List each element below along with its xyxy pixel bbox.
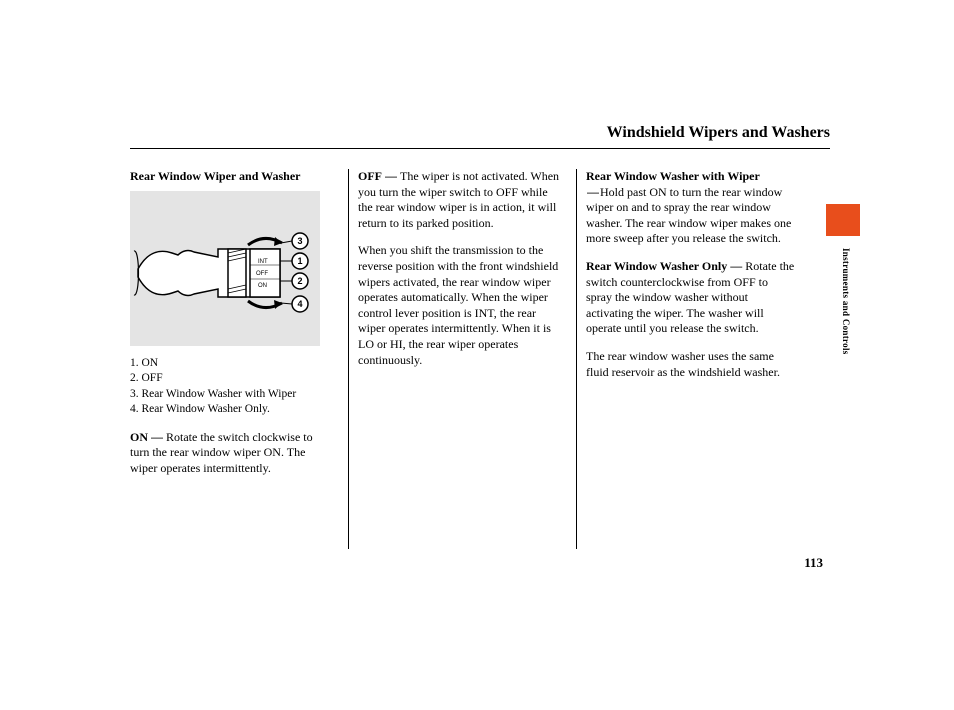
- column-3: Rear Window Washer with Wiper —Hold past…: [586, 169, 796, 488]
- legend-item-4: 4. Rear Window Washer Only.: [130, 402, 332, 418]
- off-label: OFF: [358, 169, 382, 183]
- figure-callout-3: 3: [297, 236, 302, 246]
- off-paragraph: OFF—The wiper is not activated. When you…: [358, 169, 560, 231]
- rw-washer-only-dash: —: [727, 259, 745, 275]
- columns: Rear Window Wiper and Washer INT OFF: [130, 169, 830, 488]
- figure-label-off: OFF: [256, 271, 268, 277]
- figure-legend: 1. ON 2. OFF 3. Rear Window Washer with …: [130, 356, 332, 418]
- rw-washer-wiper-paragraph: Rear Window Washer with Wiper —Hold past…: [586, 169, 796, 247]
- wiper-switch-figure: INT OFF ON 3 1: [130, 191, 320, 346]
- thumb-index-tab: [826, 204, 860, 236]
- legend-item-1: 1. ON: [130, 356, 332, 372]
- figure-label-on: ON: [258, 283, 267, 289]
- col3-para3: The rear window washer uses the same flu…: [586, 349, 796, 380]
- off-dash: —: [382, 169, 400, 185]
- rw-washer-wiper-text: Hold past ON to turn the rear window wip…: [586, 185, 791, 246]
- figure-callout-2: 2: [297, 276, 302, 286]
- rw-washer-wiper-dash: —: [586, 185, 600, 201]
- rw-washer-only-label: Rear Window Washer Only: [586, 259, 727, 273]
- on-label: ON: [130, 430, 148, 444]
- col1-subhead: Rear Window Wiper and Washer: [130, 169, 332, 185]
- rw-washer-wiper-label: Rear Window Washer with Wiper: [586, 169, 760, 183]
- column-1: Rear Window Wiper and Washer INT OFF: [130, 169, 340, 488]
- column-2: OFF—The wiper is not activated. When you…: [358, 169, 568, 488]
- section-side-label: Instruments and Controls: [841, 248, 851, 355]
- figure-callout-1: 1: [297, 256, 302, 266]
- rw-washer-only-paragraph: Rear Window Washer Only—Rotate the switc…: [586, 259, 796, 337]
- col2-para2: When you shift the transmission to the r…: [358, 243, 560, 368]
- on-dash: —: [148, 430, 166, 446]
- column-divider-1: [348, 169, 349, 549]
- column-divider-2: [576, 169, 577, 549]
- figure-label-int: INT: [258, 259, 268, 265]
- page-number: 113: [804, 555, 823, 571]
- figure-callout-4: 4: [297, 299, 302, 309]
- page-content: Windshield Wipers and Washers Rear Windo…: [130, 124, 830, 488]
- legend-item-2: 2. OFF: [130, 371, 332, 387]
- legend-item-3: 3. Rear Window Washer with Wiper: [130, 387, 332, 403]
- on-paragraph: ON—Rotate the switch clockwise to turn t…: [130, 430, 332, 477]
- page-title: Windshield Wipers and Washers: [130, 124, 830, 149]
